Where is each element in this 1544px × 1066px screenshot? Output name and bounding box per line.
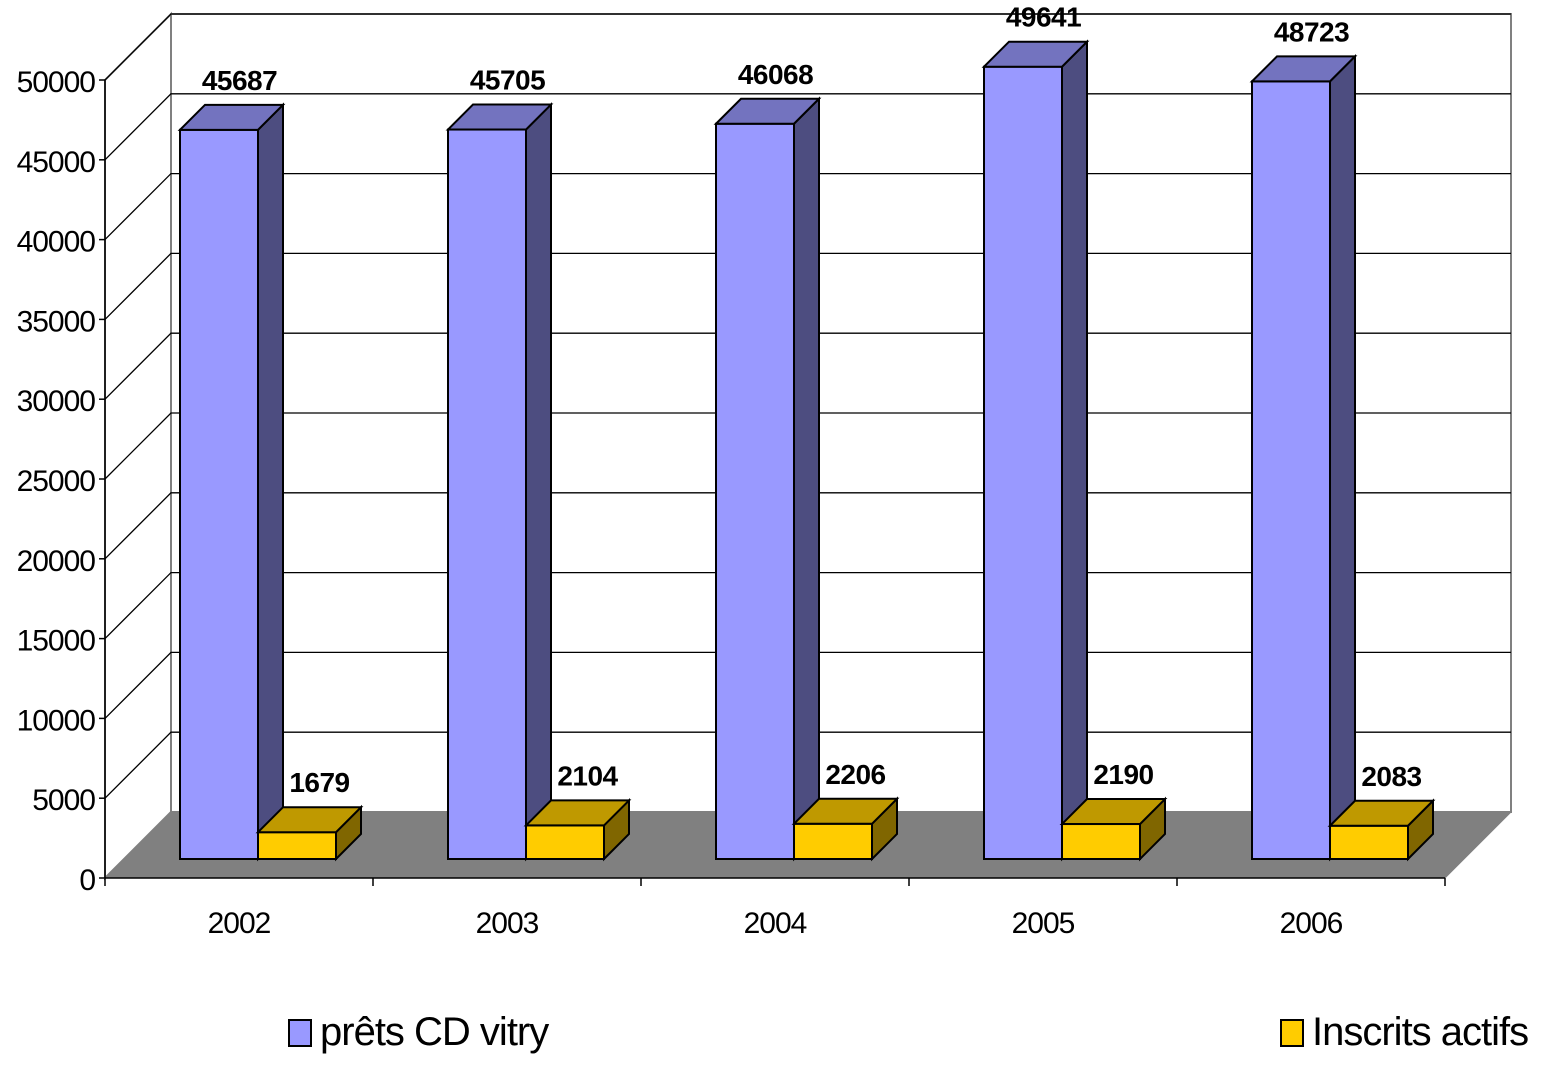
bar-inscrits (1061, 823, 1141, 861)
y-tick-label: 0 (79, 864, 95, 897)
bar-prets-top (177, 103, 286, 131)
y-tick-label: 20000 (17, 545, 96, 578)
bar-inscrits-top (1327, 799, 1436, 827)
x-tick-label: 2003 (476, 907, 539, 940)
x-tick-label: 2005 (1012, 907, 1075, 940)
y-tick-label: 35000 (17, 305, 96, 338)
y-tick-label: 5000 (32, 784, 95, 817)
legend-swatch-inscrits (1280, 1018, 1304, 1047)
bar-inscrits-top (1059, 798, 1168, 826)
bar-inscrits (793, 822, 873, 860)
data-label-prets: 46068 (738, 59, 813, 90)
y-tick-label: 30000 (17, 385, 96, 418)
bar-inscrits-top (791, 797, 900, 825)
bar-prets (1251, 80, 1331, 860)
legend-label-prets: prêts CD vitry (320, 1010, 549, 1054)
data-label-inscrits: 2190 (1093, 759, 1153, 790)
bar-prets (447, 128, 527, 860)
data-label-prets: 45705 (470, 65, 545, 96)
bar-prets (715, 122, 795, 861)
bar-prets-top (713, 97, 822, 125)
bar-prets-side (525, 102, 552, 862)
y-tick-label: 45000 (17, 146, 96, 179)
bar-prets-top (1249, 55, 1358, 83)
bar-prets (983, 65, 1063, 861)
data-label-inscrits: 2083 (1361, 761, 1421, 792)
bar-inscrits (257, 831, 337, 861)
data-label-prets: 48723 (1274, 16, 1349, 47)
gridline (104, 13, 1511, 81)
bar-inscrits (1329, 824, 1409, 860)
bar-prets-side (1329, 53, 1356, 862)
y-tick-label: 25000 (17, 465, 96, 498)
x-tick-label: 2004 (744, 907, 807, 940)
bar-inscrits (525, 824, 605, 861)
legend-item-prets: prêts CD vitry (288, 1010, 549, 1055)
x-tick-label: 2002 (208, 907, 271, 940)
y-tick-label: 50000 (17, 66, 96, 99)
data-label-prets: 49641 (1006, 2, 1081, 33)
bar-prets (179, 128, 259, 860)
y-tick-label: 10000 (17, 704, 96, 737)
bar-prets-side (257, 102, 284, 862)
bar-prets-top (445, 103, 554, 131)
legend-swatch-prets (288, 1018, 312, 1047)
legend-label-inscrits: Inscrits actifs (1312, 1010, 1529, 1054)
data-label-prets: 45687 (202, 65, 277, 96)
bar-inscrits-top (255, 806, 364, 834)
legend-item-inscrits: Inscrits actifs (1280, 1010, 1529, 1055)
bar-prets-side (1061, 39, 1088, 862)
x-tick-label: 2006 (1280, 907, 1343, 940)
bar-prets-top (981, 40, 1090, 68)
y-tick-label: 40000 (17, 226, 96, 259)
y-tick-label: 15000 (17, 625, 96, 658)
data-label-inscrits: 2206 (825, 759, 885, 790)
bar-prets-side (793, 96, 820, 862)
data-label-inscrits: 2104 (557, 760, 618, 791)
bar-inscrits-top (523, 799, 632, 827)
data-label-inscrits: 1679 (289, 767, 349, 798)
